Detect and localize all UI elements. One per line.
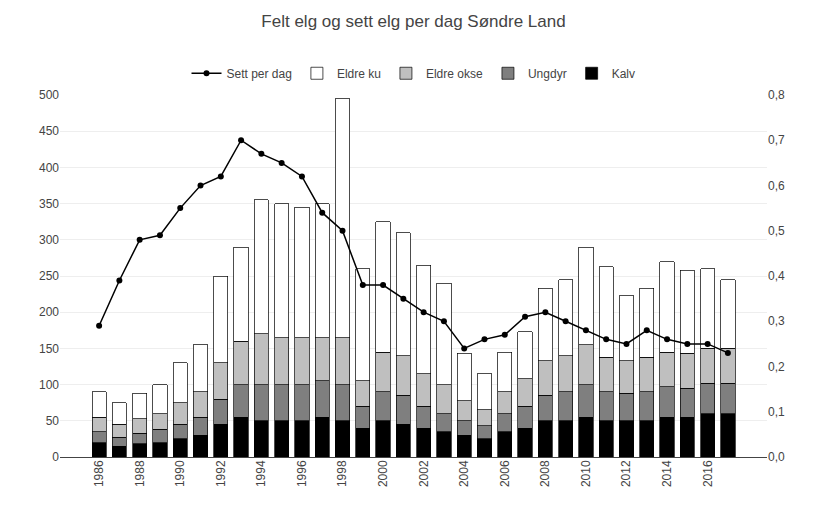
svg-text:0,4: 0,4	[768, 269, 785, 283]
svg-text:Ungdyr: Ungdyr	[528, 67, 567, 81]
svg-text:0,5: 0,5	[768, 224, 785, 238]
svg-text:Sett per dag: Sett per dag	[227, 67, 292, 81]
svg-text:1986: 1986	[92, 460, 106, 487]
svg-text:2004: 2004	[457, 460, 471, 487]
svg-text:2006: 2006	[498, 460, 512, 487]
svg-text:500: 500	[39, 88, 59, 102]
svg-text:150: 150	[39, 342, 59, 356]
svg-text:1988: 1988	[133, 460, 147, 487]
svg-text:2014: 2014	[660, 460, 674, 487]
svg-text:0,1: 0,1	[768, 405, 785, 419]
svg-text:0,3: 0,3	[768, 314, 785, 328]
svg-text:0,7: 0,7	[768, 133, 785, 147]
svg-text:350: 350	[39, 197, 59, 211]
svg-text:400: 400	[39, 161, 59, 175]
svg-text:2010: 2010	[579, 460, 593, 487]
svg-text:0,6: 0,6	[768, 179, 785, 193]
svg-text:450: 450	[39, 124, 59, 138]
svg-text:0,2: 0,2	[768, 360, 785, 374]
svg-text:1992: 1992	[214, 460, 228, 487]
svg-text:Eldre okse: Eldre okse	[426, 67, 483, 81]
svg-text:0,0: 0,0	[768, 450, 785, 464]
svg-text:1994: 1994	[254, 460, 268, 487]
svg-text:250: 250	[39, 269, 59, 283]
svg-text:300: 300	[39, 233, 59, 247]
svg-text:2012: 2012	[619, 460, 633, 487]
svg-text:1998: 1998	[335, 460, 349, 487]
svg-text:2002: 2002	[417, 460, 431, 487]
svg-text:2016: 2016	[701, 460, 715, 487]
svg-text:Felt elg og sett elg per dag S: Felt elg og sett elg per dag Søndre Land	[261, 12, 565, 31]
svg-text:50: 50	[46, 414, 60, 428]
svg-text:Eldre ku: Eldre ku	[337, 67, 381, 81]
svg-text:1996: 1996	[295, 460, 309, 487]
svg-text:2008: 2008	[538, 460, 552, 487]
svg-text:1990: 1990	[173, 460, 187, 487]
svg-text:200: 200	[39, 305, 59, 319]
svg-text:Kalv: Kalv	[612, 67, 635, 81]
svg-text:100: 100	[39, 378, 59, 392]
svg-text:0: 0	[52, 450, 59, 464]
svg-text:2000: 2000	[376, 460, 390, 487]
svg-text:0,8: 0,8	[768, 88, 785, 102]
